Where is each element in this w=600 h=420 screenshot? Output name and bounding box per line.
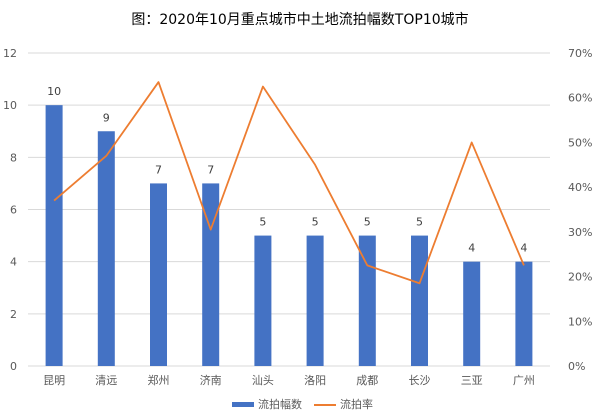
bar (306, 235, 324, 366)
category-label: 广州 (513, 374, 535, 387)
bar (358, 235, 376, 366)
bar (97, 131, 115, 366)
right-tick-label: 70% (568, 47, 592, 60)
bar (150, 183, 167, 366)
category-label: 清远 (95, 374, 117, 387)
bar-data-label: 7 (155, 163, 162, 176)
bar (202, 183, 220, 366)
category-label: 汕头 (252, 374, 274, 387)
category-label: 郑州 (148, 373, 170, 387)
bar-data-label: 5 (416, 216, 423, 229)
right-tick-label: 10% (568, 315, 592, 328)
right-tick-label: 30% (568, 226, 592, 239)
line-path (53, 81, 525, 285)
bar (411, 235, 428, 366)
bar-data-label: 4 (468, 242, 475, 255)
right-y-axis: 0% 10% 20% 30% 40% 50% 60% 70% (568, 47, 592, 373)
right-tick-label: 0% (568, 360, 585, 373)
bar-data-label: 5 (312, 216, 319, 229)
bar-data-label: 5 (364, 216, 371, 229)
right-tick-label: 50% (568, 136, 592, 149)
bar-data-labels: 10 9 7 7 5 5 5 5 4 4 (47, 85, 527, 255)
bar-series (45, 105, 533, 367)
x-axis-categories: 昆明 清远 郑州 济南 汕头 洛阳 成都 长沙 三亚 广州 (43, 373, 535, 387)
right-tick-label: 40% (568, 181, 592, 194)
left-y-axis: 0 2 4 6 8 10 12 (3, 47, 17, 373)
left-tick-label: 8 (10, 151, 17, 164)
left-tick-label: 0 (10, 360, 17, 373)
chart-title: 图：2020年10月重点城市中土地流拍幅数TOP10城市 (131, 11, 468, 28)
left-tick-label: 10 (3, 99, 17, 112)
gridlines (28, 52, 550, 367)
bar (45, 105, 63, 367)
bar (515, 261, 533, 366)
category-label: 三亚 (461, 374, 483, 387)
line-series (53, 81, 525, 285)
legend: 流拍幅数 流拍率 (232, 397, 373, 411)
category-label: 成都 (356, 374, 378, 387)
category-label: 长沙 (409, 374, 431, 387)
right-tick-label: 20% (568, 271, 592, 284)
category-label: 昆明 (43, 374, 65, 387)
legend-swatch-bar (232, 402, 254, 407)
right-tick-label: 60% (568, 92, 592, 105)
legend-label-line: 流拍率 (340, 397, 373, 411)
left-tick-label: 4 (10, 256, 17, 269)
bar-data-label: 9 (103, 111, 110, 124)
bar-data-label: 10 (47, 85, 61, 98)
legend-label-bar: 流拍幅数 (258, 397, 302, 411)
bar-data-label: 7 (207, 163, 214, 176)
left-tick-label: 2 (10, 308, 17, 321)
left-tick-label: 6 (10, 204, 17, 217)
bar-data-label: 5 (259, 216, 266, 229)
left-tick-label: 12 (3, 47, 17, 60)
category-label: 济南 (200, 373, 222, 387)
bar-data-label: 4 (520, 242, 527, 255)
bar (254, 235, 272, 366)
category-label: 洛阳 (304, 373, 326, 387)
bar (463, 261, 481, 366)
